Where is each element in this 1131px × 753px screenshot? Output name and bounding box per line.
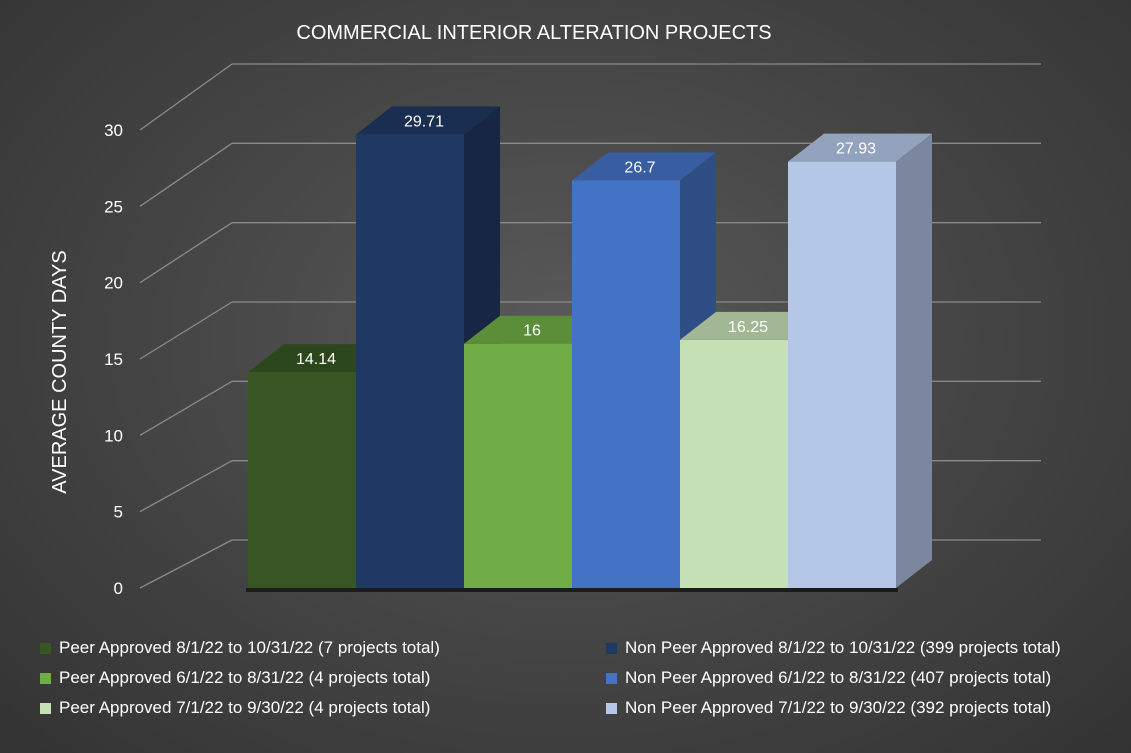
legend-swatch [606,642,617,654]
bar-front-face [788,161,896,589]
gridline-side [139,380,233,436]
bar-top-face [788,133,932,162]
bar-front-face [464,343,572,588]
chart-title: COMMERCIAL INTERIOR ALTERATION PROJECTS [296,22,771,44]
data-label-6: 27.93 [836,141,876,158]
data-label-5: 16.25 [728,319,768,336]
bars [248,106,932,589]
gridline-side [139,539,233,589]
y-tick-label: 25 [104,197,123,216]
legend-item-1: Peer Approved 8/1/22 to 10/31/22 (7 proj… [40,636,606,660]
bar-side-face [896,133,932,589]
gridline-side [139,222,233,284]
data-label-1: 14.14 [296,351,336,368]
legend-label: Peer Approved 7/1/22 to 9/30/22 (4 proje… [59,698,431,717]
legend-label: Peer Approved 8/1/22 to 10/31/22 (7 proj… [59,638,440,657]
legend: Peer Approved 8/1/22 to 10/31/22 (7 proj… [40,636,1120,720]
y-tick-label: 5 [114,503,123,522]
legend-item-2: Non Peer Approved 8/1/22 to 10/31/22 (39… [606,636,1106,660]
bar-top-face [356,106,500,135]
y-tick-label: 10 [104,426,123,445]
legend-label: Non Peer Approved 8/1/22 to 10/31/22 (39… [625,638,1061,657]
bar-front-face [248,372,356,588]
bar-6 [788,133,932,589]
legend-label: Peer Approved 6/1/22 to 8/31/22 (4 proje… [59,668,431,687]
gridline-side [139,460,233,513]
legend-swatch [40,702,51,714]
y-axis-ticks: 0 5 10 15 20 25 30 [104,121,123,598]
legend-item-4: Non Peer Approved 6/1/22 to 8/31/22 (407… [606,666,1106,690]
legend-swatch [606,672,617,684]
legend-item-5: Peer Approved 7/1/22 to 9/30/22 (4 proje… [40,696,606,720]
legend-swatch [40,642,51,654]
bar-front-face [356,134,464,588]
bar-front-face [680,339,788,588]
legend-item-3: Peer Approved 6/1/22 to 8/31/22 (4 proje… [40,666,606,690]
legend-item-6: Non Peer Approved 7/1/22 to 9/30/22 (392… [606,696,1106,720]
bar-top-face [572,152,716,181]
data-label-4: 26.7 [624,159,655,176]
legend-swatch [606,702,617,714]
y-tick-label: 0 [114,579,123,598]
y-axis-label: AVERAGE COUNTY DAYS [49,250,71,493]
y-tick-label: 15 [104,350,123,369]
legend-swatch [40,672,51,684]
data-label-2: 29.71 [404,113,444,130]
data-labels: 14.14 29.71 16 26.7 16.25 27.93 [296,113,876,368]
y-tick-label: 20 [104,274,123,293]
legend-label: Non Peer Approved 7/1/22 to 9/30/22 (392… [625,698,1052,717]
y-tick-label: 30 [104,121,123,140]
gridline-side [139,301,233,360]
floor-edge [246,588,898,592]
gridline-side [139,142,233,207]
data-label-3: 16 [523,323,541,340]
legend-label: Non Peer Approved 6/1/22 to 8/31/22 (407… [625,668,1052,687]
bar-front-face [572,180,680,588]
gridline-side [139,63,233,131]
